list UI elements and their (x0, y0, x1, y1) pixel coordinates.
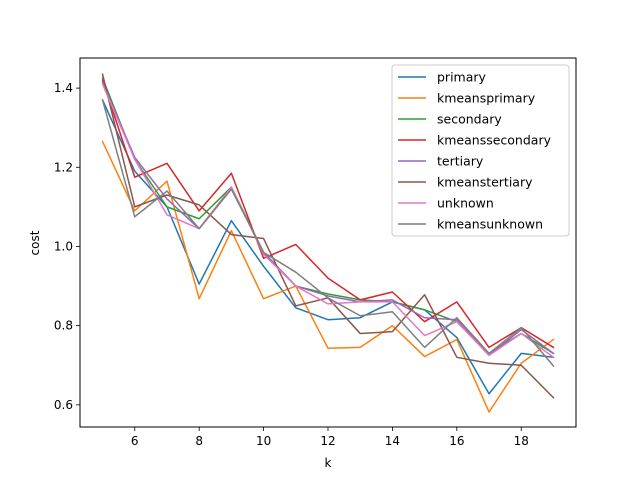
legend-box (391, 64, 570, 237)
legend-label-kmeansunknown: kmeansunknown (437, 217, 543, 232)
plot-lines (101, 73, 555, 413)
series-line-kmeansprimary (101, 140, 555, 413)
legend-label-kmeansprimary: kmeansprimary (437, 91, 536, 106)
x-tick-label: 12 (320, 434, 335, 448)
y-axis-ticks: 0.6 0.8 1.0 1.2 1.4 (54, 81, 80, 412)
y-tick-label: 1.0 (54, 239, 73, 253)
series-line-kmeansunknown (101, 99, 555, 368)
x-axis-ticks: 6 8 10 12 14 16 18 (131, 427, 529, 448)
legend-entries: primary kmeansprimary secondary kmeanssecon… (398, 70, 552, 232)
legend-label-primary: primary (437, 70, 487, 85)
legend-label-tertiary: tertiary (437, 154, 484, 169)
x-tick-label: 8 (195, 434, 203, 448)
y-axis-label: cost (28, 230, 42, 255)
y-tick-label: 0.6 (54, 398, 73, 412)
y-tick-label: 1.2 (54, 160, 73, 174)
series-line-kmeanssecondary (101, 79, 555, 349)
series-line-unknown (101, 83, 555, 359)
x-axis-label: k (325, 456, 332, 470)
legend-label-secondary: secondary (437, 112, 502, 127)
legend-label-kmeanstertiary: kmeanstertiary (437, 175, 533, 190)
x-tick-label: 16 (449, 434, 464, 448)
y-tick-label: 1.4 (54, 81, 73, 95)
x-tick-label: 14 (385, 434, 400, 448)
x-tick-label: 10 (256, 434, 271, 448)
legend-label-kmeanssecondary: kmeanssecondary (437, 133, 552, 148)
x-tick-label: 18 (514, 434, 529, 448)
series-line-primary (101, 98, 555, 395)
legend: primary kmeansprimary secondary kmeanssecon… (391, 64, 570, 237)
legend-label-unknown: unknown (437, 196, 494, 211)
y-tick-label: 0.8 (54, 319, 73, 333)
x-tick-label: 6 (131, 434, 139, 448)
